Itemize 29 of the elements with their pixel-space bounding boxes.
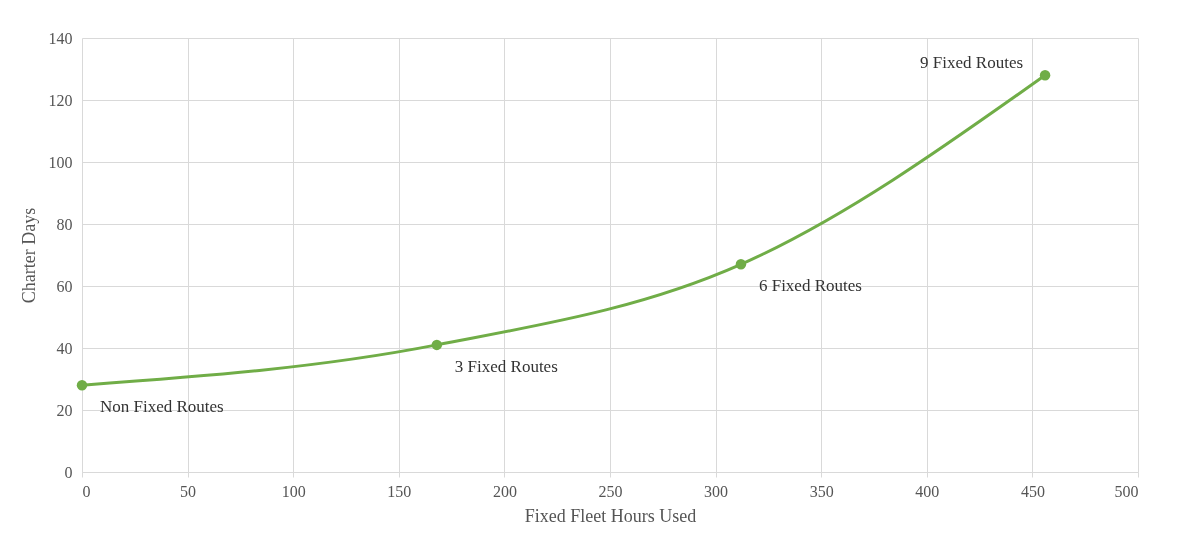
y-axis-title: Charter Days [18, 207, 39, 304]
y-tick-label: 100 [48, 153, 73, 171]
point [431, 339, 443, 351]
y-tick-label: 80 [56, 215, 73, 233]
x-tick-label: 450 [1020, 482, 1045, 500]
point [1039, 69, 1051, 81]
annotation: 3 Fixed Routes [454, 356, 558, 376]
x-tick-label: 200 [492, 482, 517, 500]
annotation: Non Fixed Routes [100, 397, 224, 417]
annotation: 6 Fixed Routes [758, 276, 862, 296]
x-tick-label: 350 [809, 482, 834, 500]
x-tick-label: 50 [180, 482, 197, 500]
x-tick-label: 150 [387, 482, 412, 500]
x-tick-label: 250 [598, 482, 623, 500]
x-tick-label: 400 [915, 482, 940, 500]
x-tick-label: 0 [82, 482, 91, 500]
y-tick-label: 60 [56, 277, 73, 295]
annotation: 9 Fixed Routes [920, 53, 1024, 73]
y-tick-label: 120 [48, 91, 73, 109]
x-tick-label: 100 [281, 482, 306, 500]
x-tick-label: 300 [704, 482, 729, 500]
y-tick-label: 20 [56, 401, 73, 419]
y-tick-label: 0 [64, 463, 73, 481]
y-tick-label: 40 [56, 339, 73, 357]
x-tick-label: 500 [1114, 482, 1139, 500]
point [76, 379, 88, 391]
point [735, 259, 747, 270]
y-tick-label: 140 [48, 29, 73, 47]
x-axis-title: Fixed Fleet Hours Used [524, 505, 697, 526]
